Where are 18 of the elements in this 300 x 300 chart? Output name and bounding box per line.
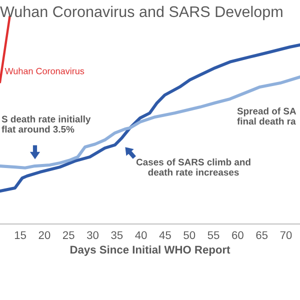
annotation: Spread of SA final death ra [237, 108, 296, 125]
x-tick-label: 20 [38, 231, 50, 240]
x-tick-label: 35 [111, 231, 123, 240]
chart-title: Wuhan Coronavirus and SARS Developm [0, 6, 282, 20]
x-tick-label: 50 [184, 231, 196, 240]
x-tick-label: 45 [159, 231, 171, 240]
annotation: S death rate initially flat around 3.5% [2, 116, 91, 133]
x-axis-title: Days Since Initial WHO Report [70, 245, 230, 256]
x-tick-label: 70 [280, 231, 292, 240]
x-tick-label: 55 [208, 231, 220, 240]
x-tick-label: 60 [232, 231, 244, 240]
x-tick-label: 30 [87, 231, 98, 240]
x-tick-label: 40 [135, 231, 147, 240]
x-tick-label: 25 [62, 231, 74, 240]
x-tick-label: 65 [256, 231, 268, 240]
x-tick-label: 15 [14, 231, 26, 240]
series-label: Wuhan Coronavirus [4, 68, 84, 74]
annotation: Cases of SARS climb and death rate increases [136, 158, 250, 176]
